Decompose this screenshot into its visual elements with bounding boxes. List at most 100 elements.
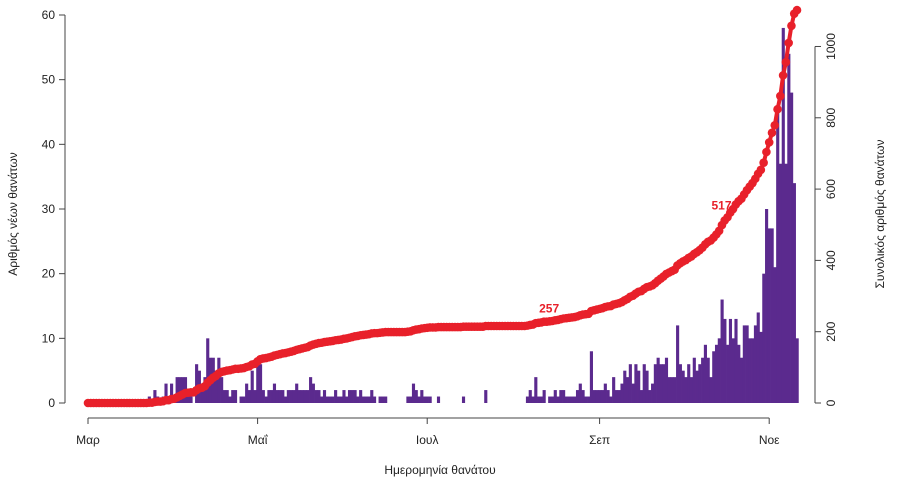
daily-bar xyxy=(220,377,224,403)
y-axis-right: 0 200 400 600 800 1000 xyxy=(814,33,838,406)
daily-bar xyxy=(353,390,357,403)
daily-bar xyxy=(559,390,563,403)
daily-bar xyxy=(626,377,630,403)
daily-bar xyxy=(484,390,488,403)
cumulative-annotation: 1035 xyxy=(783,0,810,3)
y-left-tick-label: 60 xyxy=(42,8,56,22)
daily-bar xyxy=(728,318,733,403)
daily-bar xyxy=(667,377,671,403)
daily-bar xyxy=(664,357,669,403)
daily-bar xyxy=(334,390,338,403)
daily-bar xyxy=(328,396,332,403)
daily-bar xyxy=(656,357,660,403)
daily-bar xyxy=(712,351,716,403)
x-tick-label: Νοε xyxy=(759,433,780,447)
daily-bar xyxy=(600,390,605,403)
daily-bar xyxy=(617,390,621,403)
daily-bar xyxy=(461,396,466,403)
cumulative-point xyxy=(773,104,782,114)
cumulative-point xyxy=(778,71,788,80)
daily-bar xyxy=(295,383,299,403)
y-right-tick-label: 0 xyxy=(824,399,838,406)
daily-bar xyxy=(767,228,771,403)
daily-bar xyxy=(339,396,343,403)
daily-bar xyxy=(525,396,530,403)
daily-bar xyxy=(776,112,780,403)
daily-bar xyxy=(742,325,746,403)
daily-bar xyxy=(751,338,755,403)
daily-bar xyxy=(534,377,538,403)
daily-bar xyxy=(703,344,707,403)
daily-bar xyxy=(678,364,682,403)
daily-bar xyxy=(598,390,602,403)
daily-bar xyxy=(609,396,613,403)
daily-bar xyxy=(214,370,218,403)
daily-bar xyxy=(206,338,210,403)
daily-bar xyxy=(289,390,293,403)
daily-bar xyxy=(217,357,221,403)
daily-bar xyxy=(264,396,268,403)
daily-bar xyxy=(756,312,760,403)
daily-bar xyxy=(623,370,627,403)
daily-bar xyxy=(320,396,324,403)
daily-bar xyxy=(414,390,418,403)
daily-bar xyxy=(573,396,577,403)
daily-bar xyxy=(436,396,441,403)
cumulative-point xyxy=(787,21,796,31)
daily-bar xyxy=(317,390,321,403)
daily-bar xyxy=(364,396,368,403)
daily-bar xyxy=(564,396,568,403)
daily-bar xyxy=(612,377,616,403)
daily-bar xyxy=(347,390,352,403)
daily-bar xyxy=(548,396,552,403)
x-tick-label: Σεπ xyxy=(589,433,610,447)
daily-bar xyxy=(350,390,354,403)
daily-bar xyxy=(245,383,249,403)
cumulative-point xyxy=(776,91,785,101)
cumulative-annotation: 517 xyxy=(711,198,731,212)
y-right-tick-label: 400 xyxy=(824,250,838,270)
daily-bar xyxy=(717,338,721,403)
daily-deaths-bars xyxy=(147,27,799,404)
daily-bar xyxy=(653,364,657,403)
daily-bar xyxy=(639,390,644,403)
daily-bar xyxy=(175,377,179,403)
daily-bar xyxy=(795,338,799,403)
daily-bar xyxy=(670,377,674,403)
daily-bar xyxy=(253,390,257,403)
daily-bar xyxy=(684,377,688,403)
daily-bar xyxy=(153,390,157,403)
daily-bar xyxy=(651,383,655,403)
daily-bar xyxy=(367,396,371,403)
daily-bar xyxy=(562,390,566,403)
y-axis-left-title: Αριθμός νέων θανάτων xyxy=(6,152,20,275)
daily-bar xyxy=(701,357,705,403)
cumulative-annotations: 257 517 1035 xyxy=(539,0,810,315)
daily-bar xyxy=(606,390,610,403)
x-tick-label: Ιουλ xyxy=(416,433,439,447)
y-left-tick-label: 50 xyxy=(42,73,56,87)
daily-bar xyxy=(659,364,663,403)
cumulative-point xyxy=(770,120,780,130)
daily-bar xyxy=(748,338,752,403)
daily-bar xyxy=(581,390,585,403)
y-right-tick-label: 800 xyxy=(824,107,838,127)
cumulative-deaths-line xyxy=(88,8,799,405)
daily-bar xyxy=(423,396,427,403)
cumulative-point xyxy=(792,5,802,15)
daily-bar xyxy=(270,390,274,403)
daily-bar xyxy=(292,390,296,403)
daily-bar xyxy=(784,163,788,403)
daily-bar xyxy=(278,390,282,403)
daily-bar xyxy=(356,396,360,403)
daily-bar xyxy=(631,383,635,403)
daily-bar xyxy=(359,390,363,403)
x-tick-label: Μαΐ xyxy=(248,433,269,447)
y-left-tick-label: 20 xyxy=(42,267,56,281)
daily-bar xyxy=(687,364,691,403)
daily-bar xyxy=(297,390,302,403)
daily-bar xyxy=(781,27,785,404)
x-axis: Μαρ Μαΐ Ιουλ Σεπ Νοε xyxy=(76,417,780,447)
